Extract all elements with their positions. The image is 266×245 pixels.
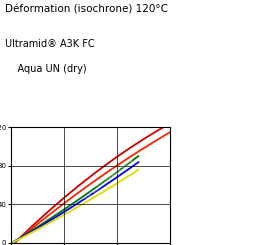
Text: for subscribers only: for subscribers only bbox=[84, 157, 135, 201]
Text: Déformation (isochrone) 120°C: Déformation (isochrone) 120°C bbox=[5, 5, 168, 15]
Text: Aqua UN (dry): Aqua UN (dry) bbox=[5, 64, 87, 74]
Text: Ultramid® A3K FC: Ultramid® A3K FC bbox=[5, 39, 95, 49]
